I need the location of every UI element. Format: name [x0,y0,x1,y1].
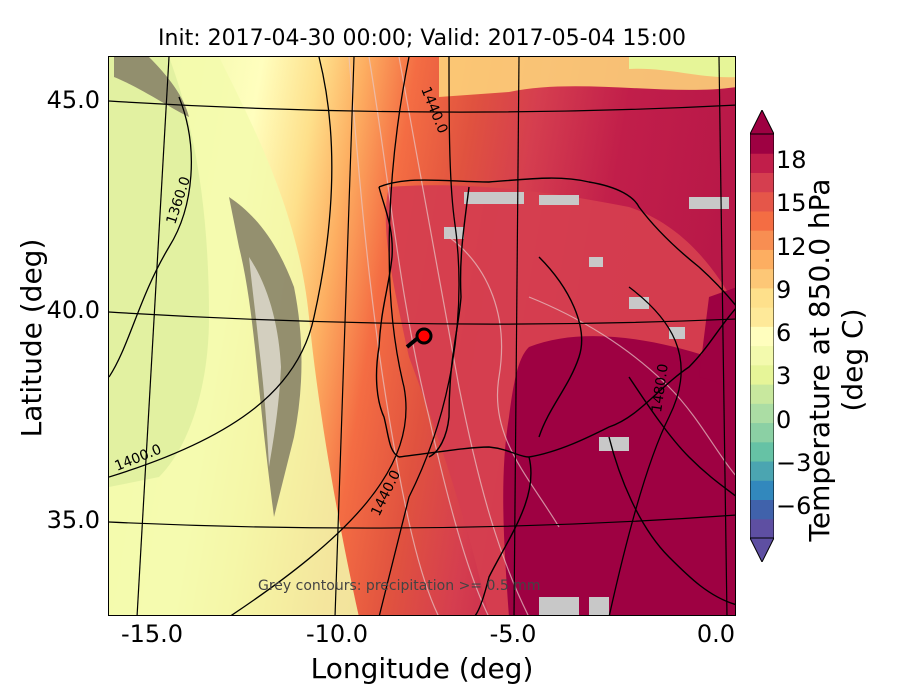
x-tick-label: -15.0 [120,620,184,648]
colorbar-tick-label: 9 [776,276,792,304]
hot-core-east [699,287,735,387]
colorbar-band [750,326,774,347]
colorbar-band [750,499,774,520]
colorbar-band [750,249,774,270]
colorbar-max-arrow [750,110,774,135]
colorbar-band [750,230,774,250]
location-marker [415,327,433,345]
colorbar-band [750,345,774,366]
colorbar-band [750,134,774,154]
colorbar-tick-label: 15 [776,189,807,217]
colorbar-band [750,384,774,404]
colorbar [750,110,774,562]
graticule [109,57,735,615]
colorbar-band [750,422,774,443]
colorbar-tick-label: −3 [776,449,812,477]
terrain-ridge-highlight [249,257,281,467]
west-green-band [109,57,209,487]
precipitation-patches [444,192,729,615]
map-plot-area: 1360.0 1400.0 1440.0 1440.0 1480.0 [108,56,736,616]
coastlines-borders [375,177,735,615]
colorbar-band [750,364,774,385]
colorbar-tick-label: 3 [776,362,792,390]
y-tick-label: 40.0 [46,296,100,324]
colorbar-band [750,191,774,212]
colorbar-tick-label: 18 [776,146,807,174]
colorbar-band [750,403,774,424]
x-tick-label: 0.0 [696,620,736,648]
colorbar-tick-label: 0 [776,406,792,434]
colorbar-label: Temperature at 850.0 hPa (deg C) [803,178,869,542]
colorbar-band [750,441,774,462]
precipitation-note: Grey contours: precipitation >= 0.5 mm [258,578,541,594]
y-tick-label: 45.0 [46,86,100,114]
colorbar-tick-label: 6 [776,319,792,347]
colorbar-band [750,518,774,539]
colorbar-band [750,172,774,193]
x-tick-label: -10.0 [305,620,369,648]
hot-core-southeast [503,336,735,615]
contour-label-1480: 1480.0 [649,363,672,414]
colorbar-band [750,307,774,327]
x-tick-label: -5.0 [489,620,537,648]
colorbar-band [750,268,774,289]
colorbar-tick-label: 12 [776,233,807,261]
colorbar-band [750,461,774,481]
colorbar-band [750,210,774,231]
terrain-north [114,57,189,117]
temperature-contours [348,57,735,615]
colorbar-band [750,287,774,308]
north-pale-band [629,57,735,78]
map-title: Init: 2017-04-30 00:00; Valid: 2017-05-0… [158,26,686,51]
colorbar-min-arrow [750,537,774,562]
colorbar-tick-label: −6 [776,492,812,520]
y-tick-label: 35.0 [46,506,100,534]
y-axis-label: Latitude (deg) [15,238,48,438]
colorbar-band [750,480,774,501]
colorbar-band [750,153,774,173]
x-axis-label: Longitude (deg) [310,652,534,685]
